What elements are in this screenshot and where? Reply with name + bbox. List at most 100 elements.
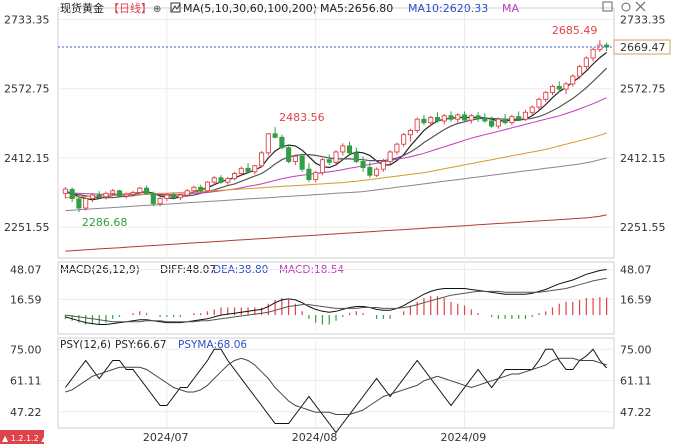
- copy-icon[interactable]: [602, 1, 613, 12]
- candle-up: [536, 98, 542, 108]
- psy-tick-left: 61.11: [10, 375, 42, 388]
- candle-down: [286, 147, 292, 162]
- candle-up: [495, 118, 501, 127]
- candle-down: [360, 160, 366, 168]
- candle-up: [394, 143, 400, 153]
- candle-up: [529, 106, 535, 113]
- candle-down: [326, 159, 332, 163]
- macd-histogram: [64, 296, 608, 325]
- candle-down: [76, 198, 82, 209]
- candle-up: [313, 172, 319, 181]
- corner-logo: [0, 430, 44, 444]
- ma-line-ma200: [65, 214, 607, 252]
- candle-down: [171, 194, 177, 199]
- psy-value: PSY:66.67: [115, 339, 167, 351]
- candle-up: [164, 194, 170, 199]
- candle-up: [380, 160, 386, 170]
- candle-down: [482, 117, 488, 122]
- candle-up: [204, 181, 211, 192]
- candle-down: [448, 115, 454, 120]
- instrument-title: 现货黄金: [60, 1, 104, 15]
- macd-tick-left: 16.59: [10, 293, 42, 306]
- price-annotations: 2685.49 2483.56 2286.68: [82, 24, 597, 229]
- ma10-value: MA10:2620.33: [408, 2, 488, 15]
- candle-up: [333, 151, 339, 163]
- candle-down: [69, 189, 75, 199]
- candle-up: [319, 159, 326, 174]
- candle-up: [414, 118, 420, 131]
- psy-tick-right: 47.22: [620, 406, 652, 419]
- price-axis: 2733.35 2733.35 2572.75 2572.75 2412.15 2412.…: [4, 13, 666, 234]
- candle-down: [461, 114, 468, 121]
- price-tick-right: 2412.15: [620, 152, 666, 165]
- candle-down: [421, 118, 427, 124]
- psy-tick-left: 75.00: [10, 343, 42, 356]
- candle-up: [543, 92, 549, 100]
- candle-down: [96, 194, 102, 198]
- macd-panel: [57, 261, 615, 335]
- psy-panel: [57, 337, 615, 429]
- macd-line-dea: [65, 277, 607, 323]
- price-tick-left: 2733.35: [4, 13, 50, 26]
- candle-down: [346, 145, 353, 154]
- psy-grid: [58, 348, 614, 413]
- candle-up: [110, 190, 116, 194]
- candle-up: [468, 115, 474, 121]
- candle-down: [516, 116, 522, 120]
- candle-up: [191, 186, 197, 192]
- period-selector[interactable]: 【日线】: [108, 1, 152, 15]
- price-annotation: 2685.49: [552, 24, 598, 37]
- psy-line-psyma: [65, 357, 607, 415]
- candle-up: [577, 66, 583, 77]
- ma-toggle-icon[interactable]: [170, 2, 181, 13]
- candle-up: [292, 155, 298, 162]
- candle-down: [272, 133, 278, 138]
- x-tick-label: 2024/09: [441, 431, 487, 444]
- candlesticks: [62, 40, 610, 213]
- macd-tick-right: 48.07: [620, 264, 652, 277]
- candle-up: [265, 133, 271, 154]
- candle-down: [150, 192, 156, 205]
- x-tick-label: 2024/08: [292, 431, 338, 444]
- settings-icon[interactable]: ⊕: [153, 4, 161, 15]
- psy-tick-left: 47.22: [10, 406, 42, 419]
- candle-down: [144, 187, 150, 194]
- price-annotation: 2286.68: [82, 216, 128, 229]
- candle-down: [502, 118, 508, 124]
- candle-down: [367, 167, 373, 176]
- candle-up: [177, 194, 183, 199]
- ma-more: MA: [502, 2, 519, 15]
- price-tick-right: 2733.35: [620, 13, 666, 26]
- psy-title: PSY(12,6): [60, 339, 111, 351]
- candle-down: [116, 190, 123, 197]
- candle-up: [238, 167, 244, 174]
- price-tick-left: 2412.15: [4, 152, 50, 165]
- psy-line-psy: [64, 348, 607, 434]
- macd-tick-right: 16.59: [620, 293, 652, 306]
- candle-up: [252, 165, 258, 173]
- price-tick-right: 2251.55: [620, 221, 666, 234]
- candle-up: [401, 134, 407, 145]
- candle-up: [387, 151, 393, 162]
- psyma-value: PSYMA:68.06: [178, 339, 247, 351]
- candle-up: [522, 111, 528, 120]
- price-tick-right: 2572.75: [620, 83, 666, 96]
- psy-tick-right: 75.00: [620, 343, 652, 356]
- window-icons: [602, 1, 646, 12]
- price-annotation: 2483.56: [279, 111, 325, 124]
- price-tick-left: 2572.75: [4, 83, 50, 96]
- candle-up: [211, 177, 217, 183]
- ma-line-ma100: [65, 157, 607, 212]
- candle-down: [198, 186, 204, 192]
- current-price-box: [613, 39, 671, 55]
- candle-up: [340, 145, 346, 153]
- close-icon[interactable]: [635, 1, 646, 12]
- candle-down: [306, 168, 312, 181]
- candle-up: [137, 187, 143, 193]
- macd-tick-left: 48.07: [10, 264, 42, 277]
- candle-down: [556, 85, 562, 90]
- candle-up: [374, 168, 380, 176]
- refresh-icon[interactable]: [621, 2, 631, 12]
- candle-up: [590, 48, 596, 59]
